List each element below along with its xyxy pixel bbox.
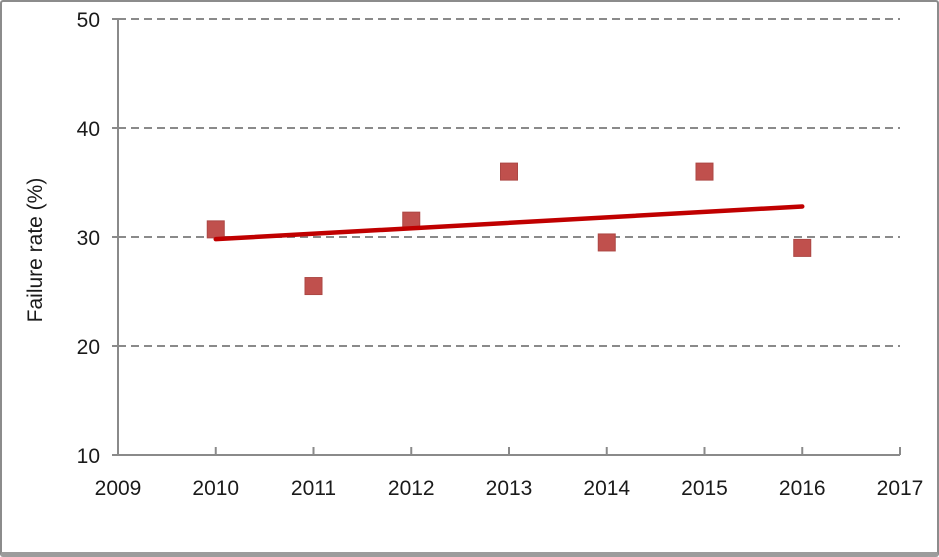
x-tick-label-2013: 2013 [486,477,533,500]
x-tick-label-2016: 2016 [779,477,826,500]
x-tick-label-2017: 2017 [877,477,924,500]
y-axis-title: Failure rate (%) [24,177,47,323]
data-point-2010 [206,220,225,239]
x-tick-label-2010: 2010 [192,477,239,500]
x-tick-label-2012: 2012 [388,477,435,500]
y-tick-label-40: 40 [77,118,100,141]
data-point-2015 [695,162,714,181]
data-point-2016 [793,238,812,257]
trend-line [213,204,805,242]
x-tick-label-2014: 2014 [583,477,630,500]
y-tick-label-30: 30 [77,227,100,250]
x-tick-label-2011: 2011 [291,477,336,500]
data-point-2011 [304,277,323,296]
data-point-2013 [500,162,518,181]
y-tick-label-10: 10 [77,445,100,468]
y-tick-label-50: 50 [77,9,100,32]
data-point-2014 [597,233,616,252]
y-tick-label-20: 20 [77,336,100,359]
x-tick-label-2015: 2015 [681,477,728,500]
x-tick-label-2009: 2009 [95,477,142,500]
